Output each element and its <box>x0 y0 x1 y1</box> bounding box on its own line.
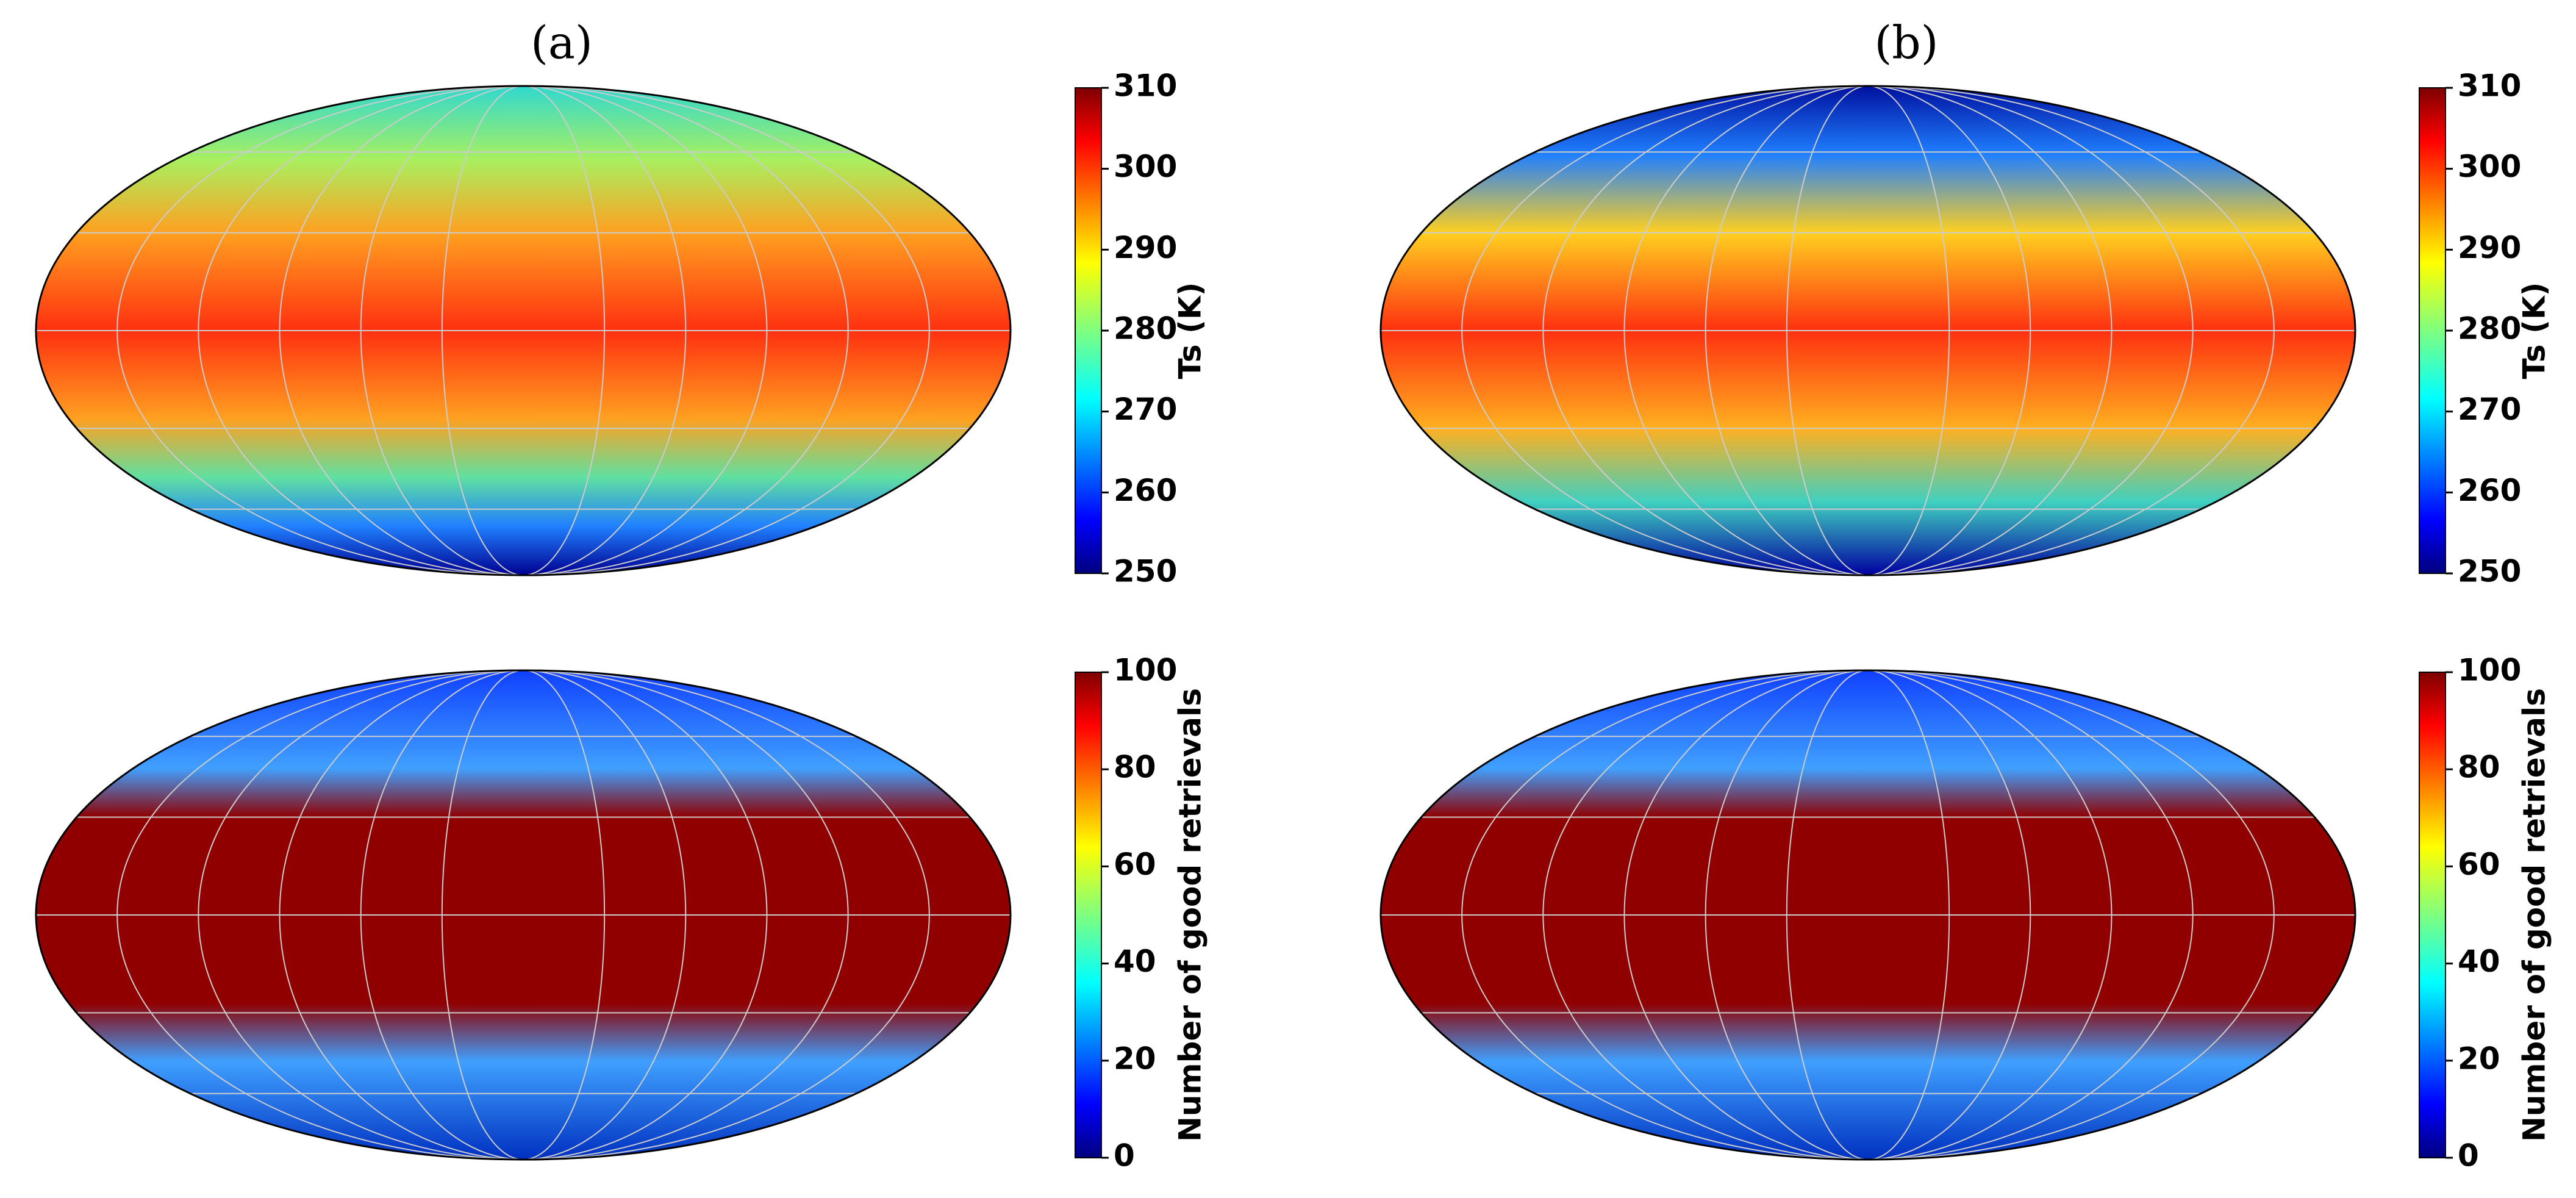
map <box>1379 85 2356 576</box>
map <box>1379 669 2356 1161</box>
colorbar-tick-label: 250 <box>1114 554 1177 589</box>
colorbar-tick-label: 20 <box>1114 1041 1156 1076</box>
colorbar-tick-label: 260 <box>1114 473 1177 508</box>
colorbar-tick-label: 60 <box>1114 847 1156 882</box>
colorbar-tick-label: 0 <box>1114 1138 1135 1174</box>
colorbar-tick-label: 40 <box>1114 944 1156 979</box>
colorbar <box>1075 87 1102 574</box>
map <box>35 669 1012 1161</box>
colorbar-tick-label: 260 <box>2458 473 2521 508</box>
colorbar <box>2419 87 2446 574</box>
colorbar-tick-label: 0 <box>2458 1138 2479 1174</box>
colorbar-tick-label: 20 <box>2458 1041 2500 1076</box>
colorbar-tick-label: 100 <box>1114 653 1177 688</box>
colorbar-tick-label: 80 <box>2458 750 2500 785</box>
panel-title: (b) <box>1874 16 1938 69</box>
colorbar-tick-label: 270 <box>2458 392 2521 427</box>
colorbar-tick-label: 250 <box>2458 554 2521 589</box>
colorbar-tick-label: 60 <box>2458 847 2500 882</box>
map-outline <box>35 669 1012 1161</box>
map-outline <box>1379 85 2356 576</box>
colorbar <box>2419 672 2446 1158</box>
colorbar-tick-label: 300 <box>1114 149 1177 184</box>
map <box>35 85 1012 576</box>
panel-title: (a) <box>531 16 593 69</box>
colorbar-label: Number of good retrievals <box>1173 688 1208 1142</box>
colorbar-label: Ts (K) <box>1173 282 1208 379</box>
colorbar-label: Ts (K) <box>2517 282 2552 379</box>
map-outline <box>1379 669 2356 1161</box>
colorbar-tick-label: 80 <box>1114 750 1156 785</box>
colorbar-tick-label: 280 <box>2458 311 2521 346</box>
colorbar-tick-label: 290 <box>2458 230 2521 265</box>
colorbar-tick-label: 290 <box>1114 230 1177 265</box>
colorbar-tick-label: 100 <box>2458 653 2521 688</box>
colorbar-tick-label: 310 <box>2458 68 2521 104</box>
map-outline <box>35 85 1012 576</box>
colorbar-tick-label: 270 <box>1114 392 1177 427</box>
colorbar-label: Number of good retrievals <box>2517 688 2552 1142</box>
colorbar-tick-label: 300 <box>2458 149 2521 184</box>
colorbar-tick-label: 40 <box>2458 944 2500 979</box>
colorbar-tick-label: 310 <box>1114 68 1177 104</box>
colorbar <box>1075 672 1102 1158</box>
colorbar-tick-label: 280 <box>1114 311 1177 346</box>
